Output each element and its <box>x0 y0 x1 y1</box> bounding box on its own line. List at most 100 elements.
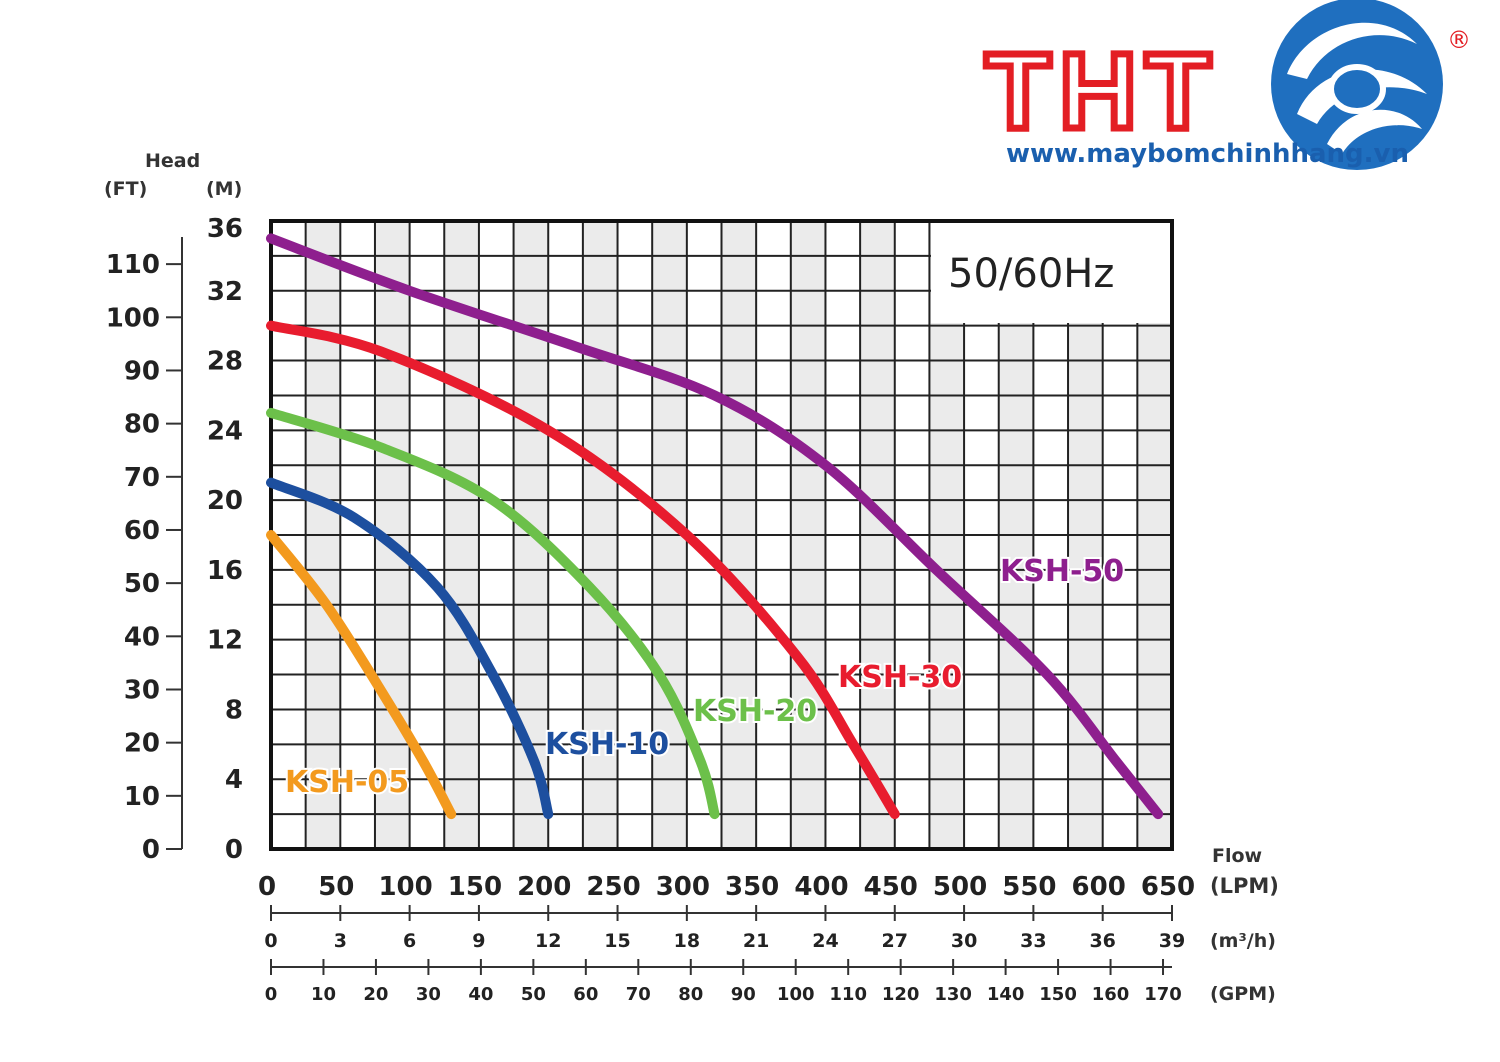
curve-label-ksh-05: KSH-05 <box>285 765 409 800</box>
curves <box>266 233 1164 820</box>
m3h-tick-label: 30 <box>951 930 977 952</box>
m-tick-label: 28 <box>207 347 243 377</box>
m3h-axis: 0 3 6 9 12 15 18 21 24 27 30 33 36 39 <box>264 905 1185 952</box>
curve-label-ksh-30: KSH-30 <box>838 660 962 695</box>
logo-brand: THT <box>985 30 1219 151</box>
tht-logo: THT ® www.maybomchinhhang.vn <box>982 0 1471 170</box>
m3h-tick-label: 36 <box>1089 930 1115 952</box>
gpm-tick-label: 110 <box>829 984 867 1005</box>
lpm-tick-label: 150 <box>448 872 502 902</box>
m-tick-label: 32 <box>207 277 243 307</box>
m-tick-label: 4 <box>225 765 243 795</box>
m3h-tick-label: 3 <box>334 930 347 952</box>
lpm-axis: 0 50 100 150 200 250 300 350 400 450 500 550 600 650 <box>258 872 1195 902</box>
logo-swirl-icon <box>1271 0 1443 170</box>
m3h-tick-label: 33 <box>1020 930 1046 952</box>
m3h-tick-label: 6 <box>403 930 416 952</box>
curve-label-ksh-10: KSH-10 <box>545 727 669 762</box>
head-label: Head <box>145 150 200 172</box>
ft-tick-label: 50 <box>124 569 160 599</box>
m-axis: 0 4 8 12 16 20 24 28 32 36 <box>207 214 243 865</box>
m-tick-label: 36 <box>207 214 243 244</box>
lpm-tick-label: 200 <box>517 872 571 902</box>
ft-tick-label: 20 <box>124 729 160 759</box>
lpm-tick-label: 400 <box>794 872 848 902</box>
flow-lpm-unit: (LPM) <box>1210 874 1279 898</box>
gpm-tick-label: 50 <box>521 984 546 1005</box>
m-tick-label: 8 <box>225 695 243 725</box>
gpm-tick-label: 10 <box>311 984 336 1005</box>
m3h-tick-label: 39 <box>1159 930 1185 952</box>
curve-ksh-30 <box>266 320 900 820</box>
ft-tick-label: 70 <box>124 463 160 493</box>
lpm-tick-label: 650 <box>1141 872 1195 902</box>
flow-label: Flow <box>1212 845 1262 867</box>
curve-label-ksh-50: KSH-50 <box>1000 554 1124 589</box>
m3h-tick-label: 15 <box>604 930 630 952</box>
lpm-tick-label: 350 <box>725 872 779 902</box>
gpm-tick-label: 90 <box>731 984 756 1005</box>
flow-m3h-unit: (m³/h) <box>1210 930 1276 952</box>
lpm-tick-label: 0 <box>258 872 276 902</box>
curve-ksh-50 <box>266 233 1164 820</box>
m-tick-label: 24 <box>207 416 243 446</box>
lpm-tick-label: 450 <box>864 872 918 902</box>
m3h-tick-label: 0 <box>264 930 277 952</box>
ft-tick-label: 40 <box>124 622 160 652</box>
gpm-tick-label: 60 <box>573 984 598 1005</box>
m3h-tick-label: 18 <box>674 930 700 952</box>
gpm-tick-label: 30 <box>416 984 441 1005</box>
lpm-tick-label: 50 <box>318 872 354 902</box>
curve-ksh-20 <box>266 407 720 820</box>
ft-tick-label: 110 <box>106 250 160 280</box>
frequency-box <box>931 223 1170 323</box>
ft-tick-label: 10 <box>124 782 160 812</box>
ft-tick-label: 90 <box>124 356 160 386</box>
ft-tick-label: 100 <box>106 303 160 333</box>
gpm-tick-label: 20 <box>363 984 388 1005</box>
ft-tick-label: 30 <box>124 675 160 705</box>
m-tick-label: 12 <box>207 626 243 656</box>
lpm-tick-label: 100 <box>378 872 432 902</box>
ft-tick-label: 60 <box>124 516 160 546</box>
ft-tick-label: 0 <box>142 835 160 865</box>
logo-registered-mark: ® <box>1447 26 1471 54</box>
ft-tick-label: 80 <box>124 410 160 440</box>
m-tick-label: 16 <box>207 556 243 586</box>
lpm-tick-label: 550 <box>1002 872 1056 902</box>
logo-url: www.maybomchinhhang.vn <box>1006 139 1409 169</box>
gpm-tick-label: 150 <box>1039 984 1077 1005</box>
m-tick-label: 20 <box>207 486 243 516</box>
gpm-tick-label: 100 <box>777 984 815 1005</box>
grid <box>271 221 1172 849</box>
m3h-tick-label: 24 <box>812 930 838 952</box>
gpm-tick-label: 160 <box>1092 984 1130 1005</box>
gpm-tick-label: 80 <box>678 984 703 1005</box>
m3h-tick-label: 9 <box>472 930 485 952</box>
gpm-tick-label: 0 <box>265 984 278 1005</box>
frequency-label: 50/60Hz <box>948 251 1114 297</box>
ft-axis: 0 10 20 30 40 50 60 70 80 90 100 110 <box>106 237 183 865</box>
flow-gpm-unit: (GPM) <box>1210 983 1276 1005</box>
curve-label-ksh-20: KSH-20 <box>693 694 817 729</box>
lpm-tick-label: 600 <box>1072 872 1126 902</box>
lpm-tick-label: 300 <box>656 872 710 902</box>
head-ft-unit: (FT) <box>104 178 147 200</box>
m3h-tick-label: 21 <box>743 930 769 952</box>
gpm-axis: 0 10 20 30 40 50 60 70 80 90 100 110 120 130 140 150 160… <box>265 959 1182 1005</box>
m3h-tick-label: 12 <box>535 930 561 952</box>
m-tick-label: 0 <box>225 835 243 865</box>
head-m-unit: (M) <box>206 178 242 200</box>
gpm-tick-label: 170 <box>1144 984 1182 1005</box>
m3h-tick-label: 27 <box>882 930 908 952</box>
curve-labels: KSH-05 KSH-10 KSH-20 KSH-30 KSH-50 <box>283 552 1126 802</box>
gpm-tick-label: 40 <box>468 984 493 1005</box>
gpm-tick-label: 120 <box>882 984 920 1005</box>
lpm-tick-label: 250 <box>586 872 640 902</box>
gpm-tick-label: 130 <box>934 984 972 1005</box>
gpm-tick-label: 70 <box>626 984 651 1005</box>
gpm-tick-label: 140 <box>987 984 1025 1005</box>
curve-ksh-05 <box>266 530 457 820</box>
lpm-tick-label: 500 <box>933 872 987 902</box>
